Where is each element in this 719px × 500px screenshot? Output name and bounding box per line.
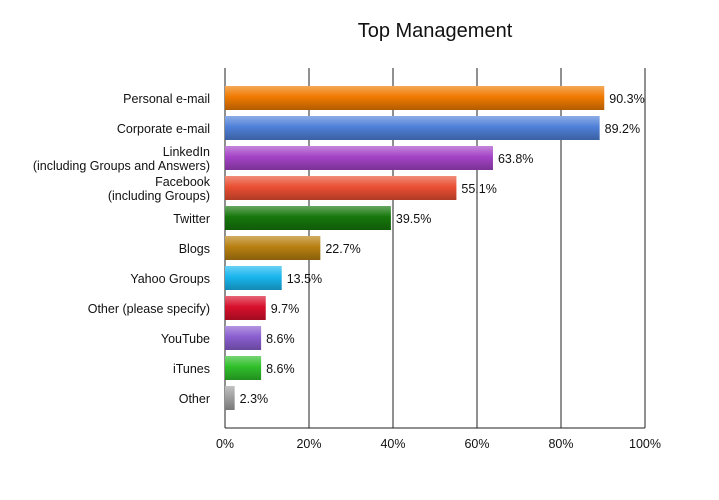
bar bbox=[225, 296, 266, 320]
data-label: 63.8% bbox=[498, 152, 533, 166]
data-label: 55.1% bbox=[461, 182, 496, 196]
label-layer: 0% 20% 40% 60% 80% 100% 90.3% Personal e-mail 89… bbox=[33, 92, 661, 451]
category-label: YouTube bbox=[161, 332, 210, 346]
x-tick-label: 60% bbox=[464, 437, 489, 451]
bar bbox=[225, 206, 391, 230]
bar-layer bbox=[225, 86, 605, 410]
data-label: 9.7% bbox=[271, 302, 300, 316]
data-label: 2.3% bbox=[240, 392, 269, 406]
x-tick-label: 80% bbox=[548, 437, 573, 451]
x-tick-label: 20% bbox=[296, 437, 321, 451]
category-label: Yahoo Groups bbox=[130, 272, 210, 286]
category-label: Twitter bbox=[173, 212, 210, 226]
x-tick-label: 40% bbox=[380, 437, 405, 451]
category-label: Other bbox=[179, 392, 210, 406]
data-label: 39.5% bbox=[396, 212, 431, 226]
bar bbox=[225, 176, 457, 200]
category-label: (including Groups and Answers) bbox=[33, 159, 210, 173]
data-label: 13.5% bbox=[287, 272, 322, 286]
category-label: LinkedIn bbox=[163, 145, 210, 159]
category-label: Corporate e-mail bbox=[117, 122, 210, 136]
bar bbox=[225, 386, 235, 410]
chart-title: Top Management bbox=[357, 20, 513, 42]
data-label: 89.2% bbox=[605, 122, 640, 136]
bar bbox=[225, 236, 321, 260]
category-label: (including Groups) bbox=[108, 189, 210, 203]
x-tick-label: 100% bbox=[629, 437, 661, 451]
category-label: Personal e-mail bbox=[123, 92, 210, 106]
bar bbox=[225, 266, 282, 290]
category-label: Blogs bbox=[179, 242, 210, 256]
bar bbox=[225, 116, 600, 140]
category-label: Other (please specify) bbox=[88, 302, 210, 316]
data-label: 90.3% bbox=[609, 92, 644, 106]
data-label: 22.7% bbox=[325, 242, 360, 256]
category-label: Facebook bbox=[155, 175, 211, 189]
category-label: iTunes bbox=[173, 362, 210, 376]
bar bbox=[225, 326, 262, 350]
bar bbox=[225, 86, 605, 110]
data-label: 8.6% bbox=[266, 332, 295, 346]
bar bbox=[225, 146, 493, 170]
bar bbox=[225, 356, 262, 380]
data-label: 8.6% bbox=[266, 362, 295, 376]
x-tick-label: 0% bbox=[216, 437, 234, 451]
